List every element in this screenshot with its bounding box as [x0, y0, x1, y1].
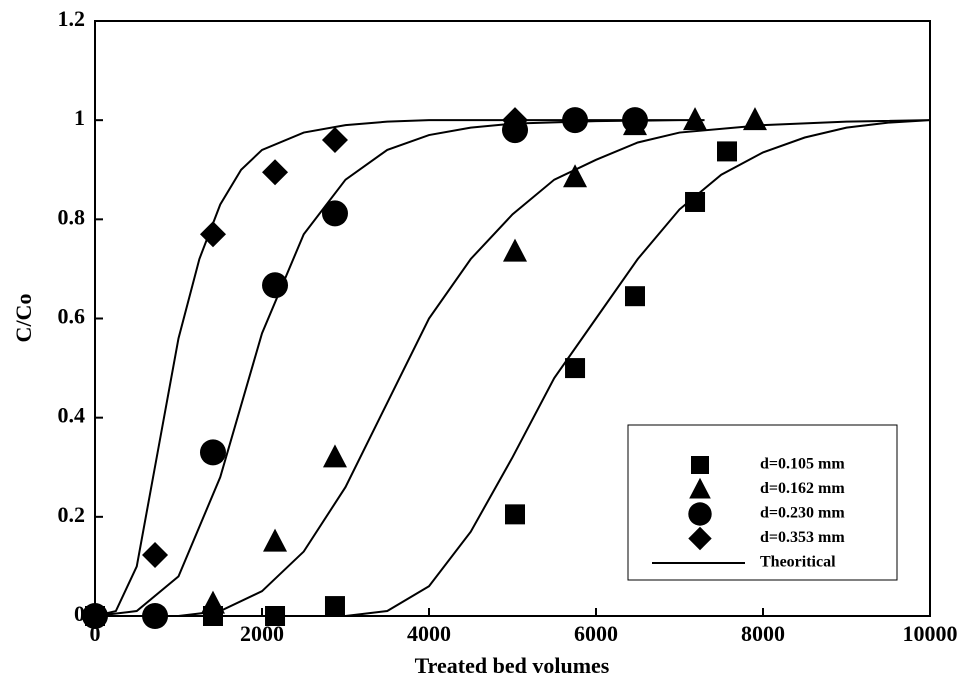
data-point [322, 444, 347, 468]
data-point [505, 504, 526, 525]
y-tick-label: 0.6 [58, 304, 86, 329]
data-point [683, 107, 708, 131]
legend-label: d=0.353 mm [760, 529, 845, 546]
data-point [685, 191, 706, 212]
legend-marker [691, 456, 709, 474]
x-tick-label: 0 [90, 621, 101, 646]
y-tick-label: 0.4 [58, 403, 86, 428]
data-point [265, 606, 286, 626]
legend-marker [689, 477, 711, 499]
legend-marker [688, 526, 712, 551]
legend-marker [688, 502, 712, 526]
x-tick-label: 6000 [574, 621, 618, 646]
data-point [563, 164, 588, 188]
data-point [263, 528, 288, 552]
y-tick-label: 0 [74, 601, 85, 626]
y-tick-label: 1.2 [58, 6, 86, 31]
data-point [142, 542, 169, 569]
legend-label: d=0.162 mm [760, 480, 845, 497]
x-axis-label: Treated bed volumes [415, 653, 610, 678]
data-point [565, 358, 586, 379]
x-tick-label: 4000 [407, 621, 451, 646]
data-point [624, 286, 645, 307]
data-point [321, 200, 348, 227]
data-point [142, 603, 169, 629]
data-point [717, 141, 738, 162]
x-tick-label: 10000 [903, 621, 958, 646]
legend-box [627, 424, 898, 581]
data-point [199, 439, 226, 466]
y-tick-label: 1 [74, 105, 85, 130]
data-point [503, 238, 528, 262]
data-point [200, 590, 225, 614]
data-point [321, 127, 348, 153]
y-tick-label: 0.2 [58, 502, 86, 527]
y-tick-label: 0.8 [58, 204, 86, 229]
legend-label: d=0.105 mm [760, 456, 845, 473]
data-point [324, 596, 345, 617]
legend-label: Theoritical [760, 554, 836, 571]
curve [94, 119, 931, 617]
data-point [262, 159, 289, 186]
y-axis-label: C/Co [11, 294, 36, 343]
legend-label: d=0.230 mm [760, 505, 845, 522]
x-tick-label: 8000 [741, 621, 785, 646]
data-point [262, 272, 289, 299]
